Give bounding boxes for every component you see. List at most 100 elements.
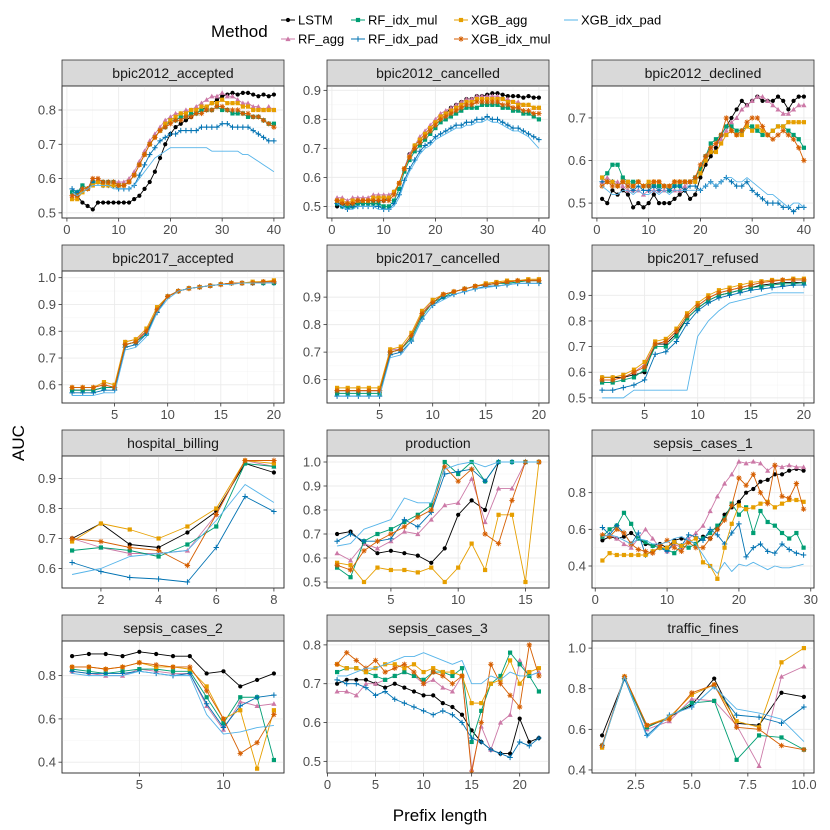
data-point — [417, 148, 423, 154]
data-point — [708, 149, 713, 155]
data-point — [443, 111, 448, 116]
data-point — [698, 166, 703, 172]
series-xgb-idx-pad — [602, 534, 804, 574]
data-point — [271, 461, 277, 466]
data-point — [629, 521, 634, 526]
data-point — [507, 658, 513, 663]
data-point — [775, 200, 781, 206]
data-point — [664, 545, 670, 550]
data-point — [442, 579, 447, 585]
y-tick-label: 0.6 — [38, 377, 56, 392]
data-point — [521, 95, 526, 100]
data-point — [133, 339, 139, 345]
data-point — [415, 524, 421, 530]
data-point — [173, 114, 178, 119]
data-point — [711, 681, 717, 688]
data-point — [791, 132, 796, 138]
data-point — [219, 90, 225, 95]
data-point — [250, 103, 256, 109]
data-point — [657, 543, 663, 549]
y-tick-label: 0.8 — [568, 681, 586, 696]
data-point — [721, 480, 728, 486]
panel-border — [591, 85, 815, 219]
data-point — [713, 149, 719, 155]
data-point — [605, 200, 610, 206]
data-point — [718, 136, 724, 142]
data-point — [610, 162, 615, 167]
data-point — [705, 300, 712, 306]
data-point — [759, 196, 766, 202]
data-point — [527, 739, 532, 745]
data-point — [456, 565, 461, 570]
series-xgb-idx-pad — [337, 282, 539, 397]
data-point — [157, 124, 163, 130]
data-point — [500, 96, 505, 102]
data-point — [198, 110, 205, 117]
data-point — [505, 99, 510, 105]
data-point — [600, 558, 605, 563]
data-point — [271, 757, 277, 763]
legend-label: XGB_agg — [471, 13, 527, 28]
data-point — [620, 374, 627, 381]
data-point — [468, 119, 475, 125]
data-point — [214, 97, 220, 102]
x-tick-label: 40 — [532, 222, 546, 237]
panel-strip — [61, 429, 285, 457]
data-point — [254, 694, 260, 700]
data-point — [98, 545, 104, 550]
data-point — [136, 172, 143, 178]
data-point — [412, 145, 418, 152]
data-point — [185, 542, 190, 547]
series-xgb-idx-mul — [599, 673, 807, 753]
data-point — [754, 115, 761, 121]
data-point — [718, 132, 724, 138]
data-point — [698, 175, 703, 180]
legend-label: XGB_idx_pad — [581, 13, 661, 28]
data-point — [167, 121, 174, 127]
data-point — [801, 120, 807, 125]
series-group — [334, 459, 542, 585]
data-point — [729, 521, 734, 526]
x-tick-label: 15 — [214, 407, 228, 422]
data-point — [531, 95, 536, 100]
data-point — [271, 138, 277, 144]
series-line — [336, 461, 539, 571]
data-point — [198, 124, 205, 130]
data-point — [693, 536, 698, 541]
series-xgb-idx-mul — [334, 277, 542, 394]
data-point — [484, 99, 490, 105]
data-point — [209, 124, 215, 130]
data-point — [728, 179, 735, 185]
data-point — [672, 551, 677, 556]
data-point — [85, 203, 90, 209]
data-point — [350, 198, 355, 203]
data-point — [748, 287, 754, 293]
data-point — [715, 523, 720, 528]
data-point — [474, 116, 480, 123]
series-rf-idx-pad — [599, 282, 807, 393]
series-line — [337, 659, 540, 770]
panel-sepsis-cases-1: sepsis_cases_1 0 10 20 30 0.4 0.6 0.8 — [568, 429, 818, 607]
data-point — [106, 200, 111, 205]
data-point — [388, 347, 393, 352]
y-tick-label: 0.6 — [568, 153, 586, 168]
data-point — [80, 384, 86, 391]
data-point — [620, 384, 627, 391]
data-point — [245, 104, 251, 109]
data-point — [220, 107, 225, 113]
data-point — [422, 137, 428, 142]
data-point — [440, 701, 445, 706]
data-point — [642, 359, 647, 365]
data-point — [374, 538, 381, 544]
data-point — [419, 308, 425, 313]
data-point — [360, 201, 366, 206]
series-line — [72, 282, 274, 396]
data-point — [334, 562, 340, 568]
data-point — [599, 733, 605, 738]
data-point — [779, 472, 785, 477]
data-point — [793, 550, 800, 556]
data-point — [705, 295, 712, 301]
data-point — [702, 153, 709, 159]
x-tick-label: 10 — [216, 777, 230, 792]
data-point — [728, 128, 735, 134]
